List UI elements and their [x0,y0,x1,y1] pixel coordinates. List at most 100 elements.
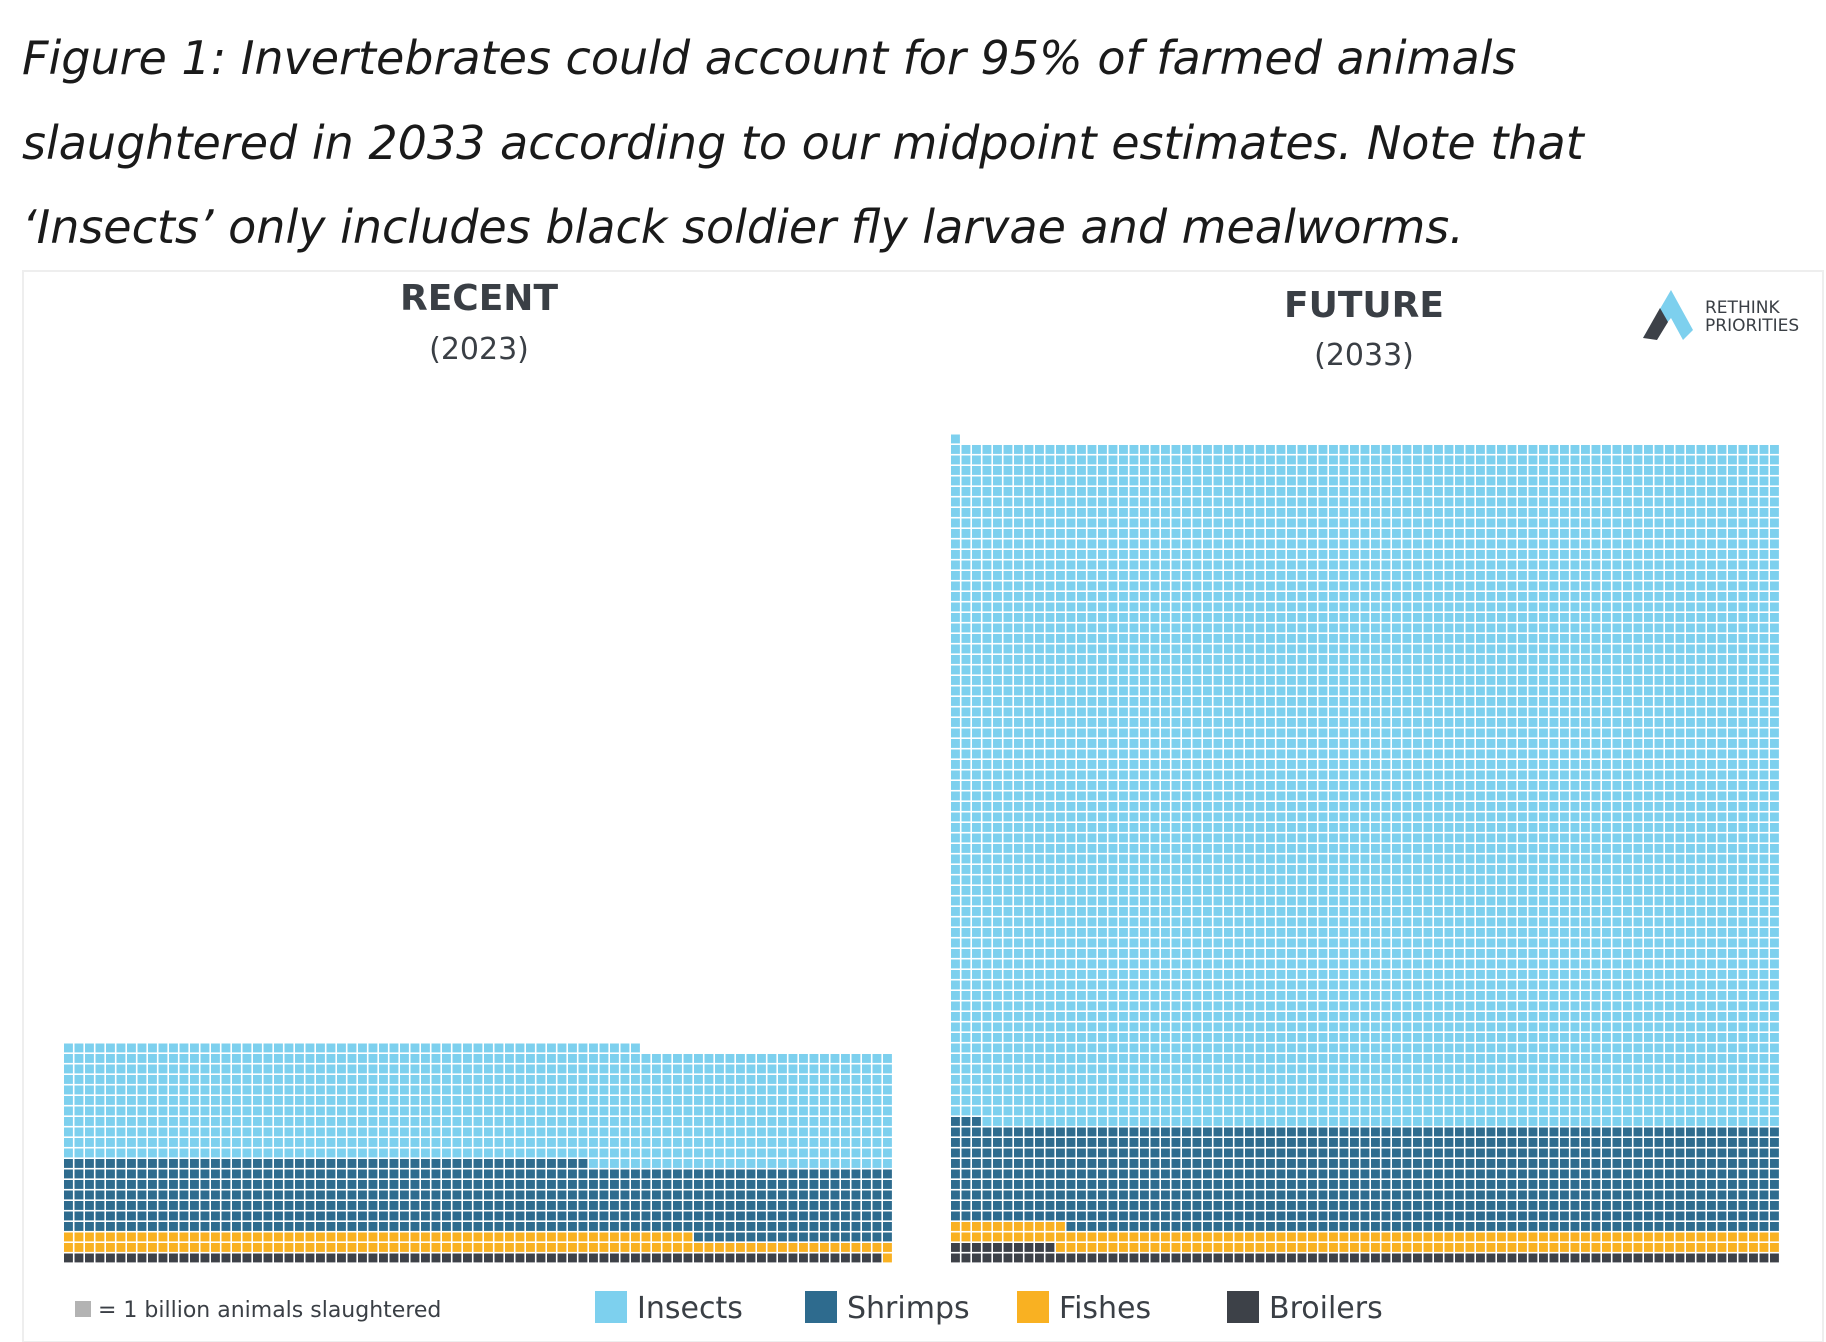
waffle-cell [1675,1085,1685,1095]
waffle-cell [1507,1001,1517,1011]
waffle-cell [1318,1222,1328,1231]
waffle-cell [358,1127,367,1137]
waffle-cell [1350,970,1359,979]
waffle-cell [1308,1253,1317,1263]
waffle-cell [951,1138,960,1147]
waffle-cell [1444,1211,1454,1221]
waffle-cell [1329,1001,1338,1011]
waffle-cell [1507,949,1517,958]
waffle-cell [379,1222,388,1231]
waffle-cell [452,1075,462,1084]
waffle-cell [1528,980,1538,990]
waffle-cell [463,1085,472,1095]
waffle-cell [788,1117,798,1126]
waffle-cell [1192,875,1202,885]
waffle-cell [1077,1253,1086,1263]
waffle-cell [1717,1169,1727,1179]
waffle-cell [1497,928,1506,937]
waffle-cell [1602,1064,1611,1074]
waffle-cell [1591,1001,1601,1011]
waffle-cell [1686,970,1695,979]
waffle-cell [1045,1180,1055,1189]
waffle-cell [1633,886,1643,895]
waffle-cell [1654,875,1664,885]
waffle-cell [200,1253,210,1263]
waffle-cell [1035,1012,1044,1021]
waffle-cell [1077,1064,1086,1074]
waffle-cell [1612,854,1622,864]
waffle-cell [1717,970,1727,979]
waffle-cell [746,1180,756,1189]
waffle-cell [1549,1148,1559,1158]
waffle-cell [851,1117,861,1126]
waffle-cell [1140,1022,1149,1032]
waffle-cell [1150,1075,1160,1084]
waffle-cell [683,1127,693,1137]
waffle-cell [1539,1201,1548,1210]
waffle-cell [820,1117,829,1126]
waffle-cell [1602,959,1611,969]
waffle-cell [1297,1106,1307,1116]
waffle-cell [1077,907,1086,916]
waffle-cell [1161,1138,1170,1147]
waffle-cell [1759,844,1769,853]
waffle-cell [1297,833,1307,843]
waffle-cell [1539,1127,1548,1137]
waffle-cell [883,1169,892,1179]
waffle-cell [116,1127,126,1137]
waffle-cell [368,1106,378,1116]
waffle-cell [337,1211,346,1221]
waffle-cell [179,1232,189,1242]
waffle-cell [1098,1117,1107,1126]
waffle-cell [526,1043,535,1053]
waffle-cell [1402,1190,1412,1200]
waffle-cell [1150,1222,1160,1231]
waffle-cell [1549,896,1559,906]
waffle-cell [951,1075,960,1084]
waffle-cell [211,1096,220,1105]
waffle-cell [1518,907,1527,916]
waffle-cell [106,1253,115,1263]
waffle-cell [1455,1169,1464,1179]
waffle-cell [982,1253,992,1263]
waffle-cell [1077,938,1086,948]
waffle-cell [1633,896,1643,906]
waffle-cell [1644,1001,1653,1011]
waffle-cell [1486,875,1496,885]
waffle-cell [1234,1211,1244,1221]
waffle-cell [851,1190,861,1200]
waffle-cell [1360,1243,1370,1252]
waffle-cell [1140,1169,1149,1179]
waffle-cell [158,1138,168,1147]
waffle-cell [1014,1001,1023,1011]
waffle-cell [1245,1043,1254,1053]
waffle-cell [253,1138,262,1147]
waffle-cell [993,938,1002,948]
waffle-cell [694,1232,703,1242]
waffle-cell [431,1232,441,1242]
waffle-cell [809,1075,819,1084]
waffle-cell [116,1211,126,1221]
waffle-cell [1003,1222,1013,1231]
waffle-cell [1759,854,1769,864]
waffle-cell [421,1222,430,1231]
waffle-cell [505,1117,514,1126]
waffle-cell [982,1243,992,1252]
waffle-cell [1360,1253,1370,1263]
waffle-cell [1444,970,1454,979]
waffle-cell [95,1159,105,1168]
waffle-cell [1035,1190,1044,1200]
waffle-cell [557,1096,567,1105]
waffle-cell [1066,1085,1076,1095]
waffle-cell [410,1138,420,1147]
waffle-cell [1413,1148,1422,1158]
waffle-cell [1759,1222,1769,1231]
waffle-cell [1140,917,1149,927]
waffle-cell [1528,1180,1538,1189]
waffle-cell [1318,1054,1328,1063]
waffle-cell [463,1243,472,1252]
waffle-cell [951,959,960,969]
waffle-cell [1308,1022,1317,1032]
waffle-cell [179,1201,189,1210]
waffle-cell [704,1096,714,1105]
